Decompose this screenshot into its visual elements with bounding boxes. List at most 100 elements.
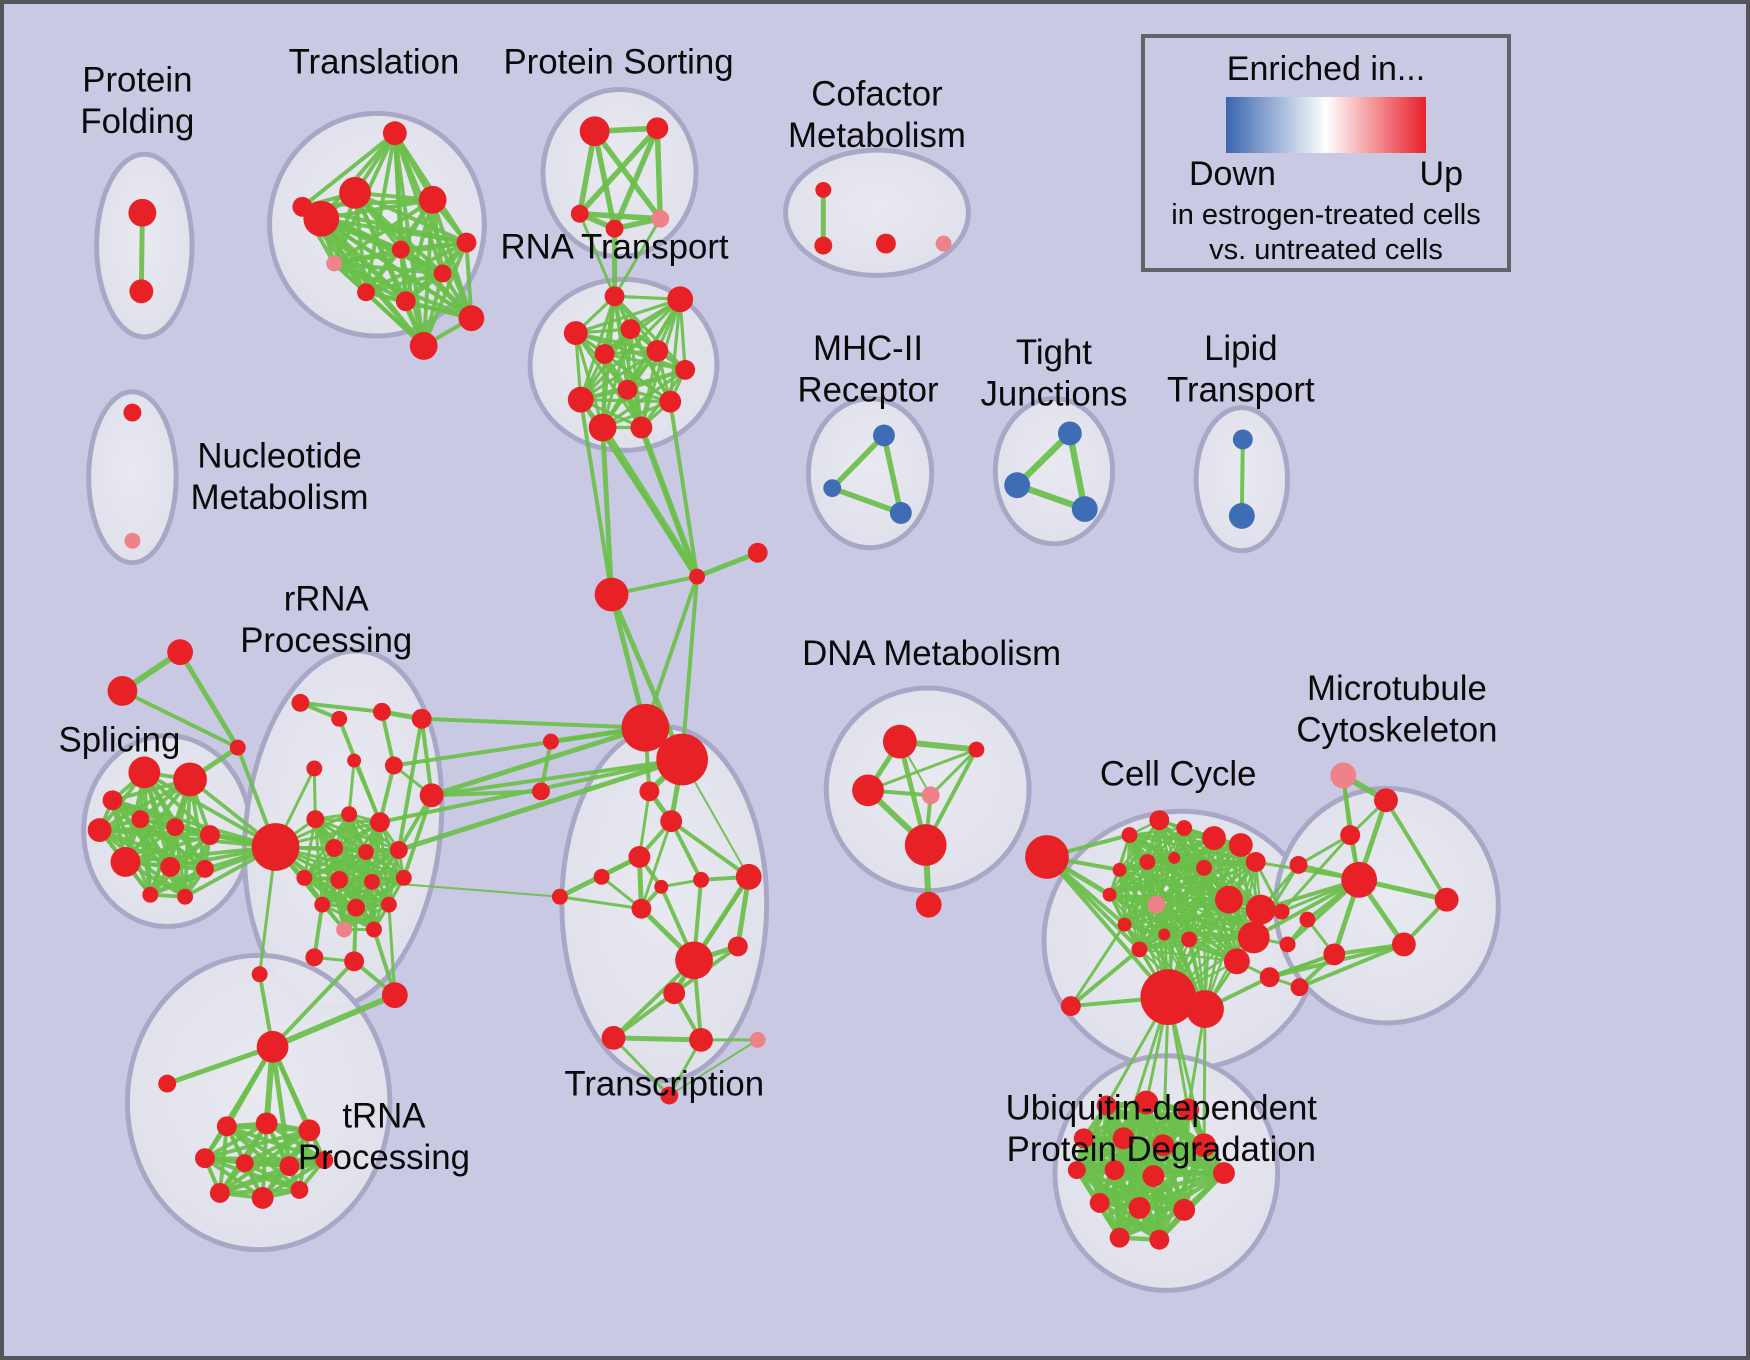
node-nm1[interactable]: [123, 403, 142, 422]
node-sp8[interactable]: [110, 847, 141, 877]
node-x6[interactable]: [693, 871, 709, 888]
node-x15[interactable]: [660, 1086, 679, 1105]
node-r25[interactable]: [344, 951, 365, 972]
node-s2[interactable]: [532, 782, 550, 801]
node-ccr1[interactable]: [1273, 903, 1290, 920]
node-cc6[interactable]: [1245, 851, 1266, 872]
node-cc7[interactable]: [1112, 862, 1127, 877]
node-j1[interactable]: [594, 577, 629, 612]
node-cc4[interactable]: [1202, 826, 1226, 850]
node-r20[interactable]: [380, 896, 397, 913]
node-r6[interactable]: [306, 760, 323, 777]
node-t2[interactable]: [339, 176, 371, 209]
node-rt8[interactable]: [567, 386, 594, 413]
node-x2[interactable]: [660, 810, 683, 833]
node-pf1[interactable]: [128, 198, 157, 227]
node-t13[interactable]: [292, 196, 313, 217]
node-tj3[interactable]: [1071, 496, 1098, 522]
node-sp2[interactable]: [173, 762, 207, 797]
node-rt5[interactable]: [594, 343, 615, 364]
node-u2[interactable]: [1134, 1090, 1159, 1115]
node-tr7[interactable]: [315, 1151, 334, 1170]
node-m4[interactable]: [1289, 855, 1308, 874]
node-x5[interactable]: [654, 879, 669, 894]
node-tr1[interactable]: [216, 1116, 237, 1137]
node-x12[interactable]: [601, 1025, 626, 1050]
node-ps5[interactable]: [651, 209, 670, 228]
node-r19[interactable]: [347, 898, 366, 917]
node-r5[interactable]: [347, 753, 362, 768]
node-tl[interactable]: [158, 1074, 177, 1093]
node-sp9[interactable]: [160, 856, 181, 877]
node-m8[interactable]: [1391, 932, 1416, 957]
node-r4[interactable]: [411, 708, 432, 729]
node-cc19[interactable]: [1181, 931, 1198, 948]
node-rt12[interactable]: [630, 416, 653, 439]
node-ccb[interactable]: [1060, 996, 1081, 1017]
node-sp10[interactable]: [196, 859, 214, 878]
node-cchub[interactable]: [1140, 969, 1197, 1025]
node-u15[interactable]: [1109, 1227, 1130, 1248]
node-h2[interactable]: [656, 733, 708, 786]
node-r14[interactable]: [296, 869, 313, 886]
node-sp6[interactable]: [166, 818, 185, 837]
node-x14[interactable]: [749, 1031, 766, 1048]
node-rt2[interactable]: [667, 286, 694, 313]
node-cm4[interactable]: [935, 235, 952, 252]
node-t4[interactable]: [303, 200, 340, 237]
node-t1[interactable]: [382, 121, 407, 146]
node-mh2[interactable]: [823, 479, 842, 498]
node-u14[interactable]: [1173, 1198, 1196, 1221]
node-cc5[interactable]: [1228, 833, 1253, 857]
node-d6[interactable]: [915, 891, 942, 918]
node-u4[interactable]: [1073, 1128, 1094, 1149]
node-j2[interactable]: [689, 568, 706, 585]
node-x4[interactable]: [593, 868, 610, 885]
node-x11[interactable]: [663, 982, 686, 1005]
node-u7[interactable]: [1192, 1133, 1216, 1158]
node-j3[interactable]: [747, 542, 768, 563]
node-pf2[interactable]: [129, 279, 154, 304]
node-u5[interactable]: [1112, 1127, 1135, 1150]
node-x8[interactable]: [631, 898, 652, 919]
node-x7[interactable]: [735, 863, 762, 890]
node-rt1[interactable]: [604, 286, 625, 307]
node-cc15[interactable]: [1102, 887, 1117, 902]
node-r22[interactable]: [366, 921, 382, 938]
node-tr9[interactable]: [251, 1187, 274, 1209]
node-u11[interactable]: [1142, 1165, 1165, 1187]
node-r18[interactable]: [314, 896, 331, 913]
node-r24[interactable]: [305, 948, 324, 967]
node-sp4[interactable]: [87, 818, 112, 843]
node-rt11[interactable]: [588, 413, 617, 442]
node-u8[interactable]: [1213, 1162, 1235, 1185]
node-m9[interactable]: [1434, 887, 1459, 912]
node-u3[interactable]: [1177, 1098, 1200, 1121]
node-cc11[interactable]: [1214, 885, 1243, 914]
node-cc1[interactable]: [1121, 827, 1138, 844]
node-t9[interactable]: [357, 283, 375, 302]
node-lt1[interactable]: [1232, 429, 1253, 450]
node-ccp[interactable]: [1147, 895, 1166, 914]
node-cc3[interactable]: [1176, 820, 1193, 837]
node-r11[interactable]: [325, 839, 344, 857]
node-t3[interactable]: [418, 185, 447, 214]
node-nm2[interactable]: [124, 532, 141, 549]
node-rt9[interactable]: [617, 379, 638, 400]
node-u6[interactable]: [1152, 1134, 1175, 1157]
node-t7[interactable]: [433, 264, 452, 283]
node-tr2[interactable]: [255, 1112, 278, 1135]
node-m10[interactable]: [1290, 978, 1309, 997]
node-u13[interactable]: [1128, 1196, 1151, 1219]
node-cchub2[interactable]: [1186, 990, 1224, 1028]
node-cc18[interactable]: [1158, 928, 1171, 941]
node-o1[interactable]: [167, 639, 194, 666]
node-r10[interactable]: [369, 812, 390, 833]
node-rt3[interactable]: [563, 321, 588, 345]
node-u16[interactable]: [1149, 1229, 1170, 1250]
node-t12[interactable]: [409, 332, 438, 360]
node-tr6[interactable]: [279, 1156, 300, 1177]
node-cc9[interactable]: [1168, 851, 1181, 864]
node-t8[interactable]: [326, 255, 343, 272]
node-t10[interactable]: [395, 291, 416, 312]
